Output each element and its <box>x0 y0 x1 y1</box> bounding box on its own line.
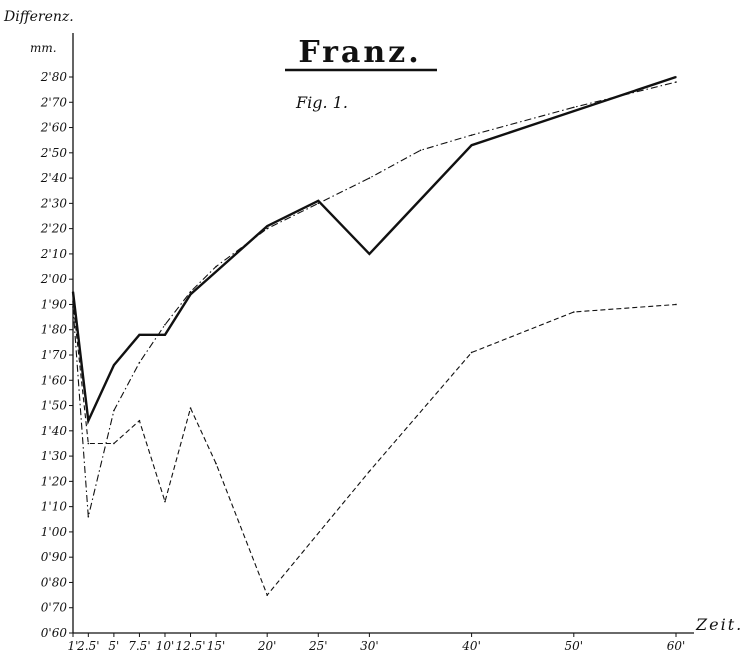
y-tick-label: 1'80 <box>41 323 68 337</box>
data-point-dash-dot <box>572 106 575 109</box>
axes <box>72 33 694 634</box>
data-point-solid <box>72 291 74 293</box>
data-point-solid <box>189 293 192 296</box>
x-tick-label: 60' <box>667 639 686 653</box>
x-tick-label: 25' <box>308 639 328 653</box>
data-point-dashed <box>113 442 115 445</box>
x-ticks: 1'2.5' 5' 7.5' 10' 12.5' 15' 20' 25' 30' 40' 50' 60… <box>68 633 686 653</box>
y-tick-label: 1'60 <box>41 373 68 387</box>
y-tick-label: 1'00 <box>41 525 68 539</box>
x-axis-title: Zeit. <box>695 615 743 634</box>
data-point-dash-dot <box>317 202 320 205</box>
y-tick-label: 0'60 <box>41 626 68 640</box>
y-tick-label: 2'30 <box>40 196 68 210</box>
y-tick-label: 1'90 <box>41 297 68 311</box>
data-point-dash-dot <box>675 81 677 83</box>
y-tick-label: 1'50 <box>41 399 68 413</box>
y-tick-label: 0'80 <box>41 575 68 589</box>
data-point-dashed <box>215 462 217 465</box>
data-point-dashed <box>138 419 141 422</box>
y-tick-label: 1'10 <box>41 500 68 514</box>
x-tick-label: 15' <box>207 639 226 653</box>
data-point-dashed <box>266 594 268 596</box>
y-tick-label: 0'90 <box>41 550 68 564</box>
y-tick-label: 2'10 <box>40 247 68 261</box>
chart-subtitle: Fig. 1. <box>295 93 348 112</box>
y-axis-title: Differenz. <box>3 9 74 25</box>
x-tick-label: 30' <box>360 639 379 653</box>
data-point-dashed <box>470 351 473 354</box>
x-tick-label: 10' <box>156 639 175 653</box>
y-tick-label: 0'70 <box>41 601 68 615</box>
y-tick-label: 2'50 <box>40 146 68 160</box>
y-tick-label: 2'20 <box>40 222 68 236</box>
x-tick-label: 7.5' <box>128 639 150 653</box>
y-tick-label: 2'40 <box>40 171 68 185</box>
data-point-dash-dot <box>368 177 371 179</box>
data-point-solid <box>368 253 371 255</box>
data-point-solid <box>470 144 473 147</box>
y-tick-label: 1'40 <box>41 424 68 438</box>
data-point-dash-dot <box>419 149 422 152</box>
series-group <box>71 75 677 597</box>
data-point-dashed <box>164 500 166 503</box>
data-point-dash-dot <box>138 361 141 364</box>
data-point-dash-dot <box>215 265 217 268</box>
y-tick-label: 2'60 <box>40 121 68 135</box>
y-ticks: 2'80 2'70 2'60 2'50 2'40 2'30 2'20 2'10 2'00 1'90… <box>40 70 73 640</box>
x-tick-label: 40' <box>461 639 481 653</box>
data-point-dashed <box>189 407 192 409</box>
data-point-dashed <box>572 311 575 313</box>
series-line-dashed <box>72 301 677 597</box>
y-tick-label: 2'70 <box>40 95 68 109</box>
chart-title: Franz. <box>298 35 421 70</box>
data-point-dashed <box>87 442 90 445</box>
x-tick-label: 12.5' <box>176 639 206 653</box>
data-point-solid <box>138 333 141 336</box>
data-point-dashed <box>675 303 677 306</box>
data-point-solid <box>164 333 166 336</box>
series-line-dash-dot <box>72 81 677 517</box>
x-tick-label: 20' <box>257 639 277 653</box>
y-tick-label: 1'20 <box>41 474 68 488</box>
data-point-solid <box>317 200 320 202</box>
series-line-solid <box>71 75 677 426</box>
y-tick-label: 1'30 <box>41 449 68 463</box>
data-point-dashed <box>72 301 74 303</box>
x-tick-label: 2.5' <box>76 639 99 653</box>
data-point-dash-dot <box>164 323 166 326</box>
data-point-solid <box>215 270 217 273</box>
y-tick-label: 2'00 <box>40 272 68 286</box>
x-tick-label: 1' <box>68 639 79 653</box>
y-tick-label: 1'70 <box>41 348 68 362</box>
x-tick-label: 50' <box>565 639 584 653</box>
data-point-dash-dot <box>470 134 473 136</box>
x-tick-label: 5' <box>108 639 119 653</box>
y-axis-unit: mm. <box>30 41 57 55</box>
data-point-dash-dot <box>87 515 90 518</box>
data-point-dashed <box>368 470 371 473</box>
data-point-dash-dot <box>266 227 268 230</box>
data-point-solid <box>266 225 268 227</box>
data-point-dash-dot <box>189 291 192 293</box>
y-tick-label: 2'80 <box>40 70 68 84</box>
data-point-solid <box>675 76 677 78</box>
data-point-dash-dot <box>113 409 115 412</box>
data-point-solid <box>113 364 115 366</box>
data-point-solid <box>87 419 90 422</box>
